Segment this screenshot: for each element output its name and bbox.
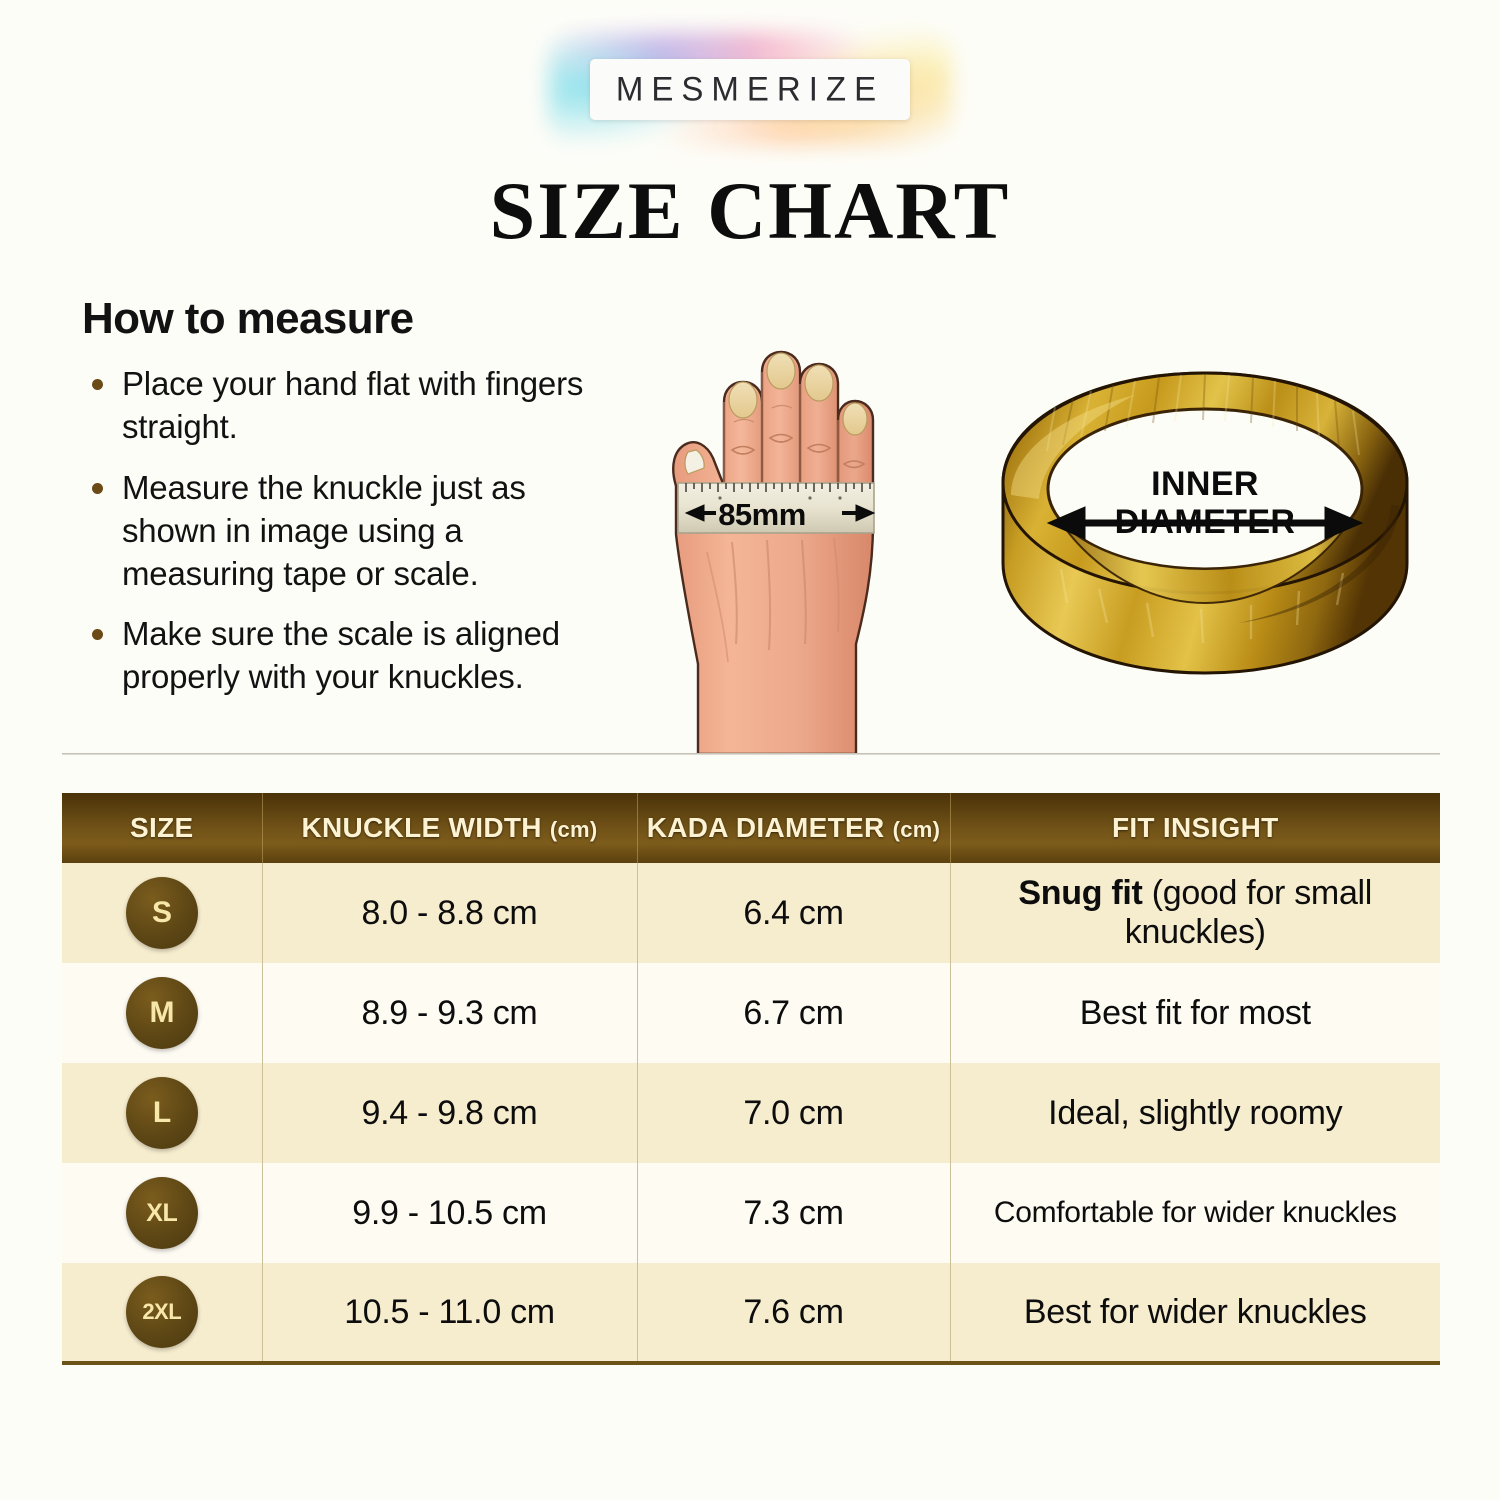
size-chart-table: SIZE KNUCKLE WIDTH (cm) KADA DIAMETER (c… [62, 793, 1440, 1365]
size-cell: L [62, 1063, 263, 1163]
fit-insight-cell: Snug fit (good for small knuckles) [950, 863, 1440, 963]
table-row: M 8.9 - 9.3 cm 6.7 cm Best fit for most [62, 963, 1440, 1063]
column-header-kada-diameter: KADA DIAMETER (cm) [637, 793, 951, 863]
size-badge: M [125, 977, 198, 1049]
fit-insight-rest: Ideal, slightly roomy [1048, 1093, 1343, 1132]
brand-logo: MESMERIZE [548, 32, 952, 146]
list-item: Make sure the scale is aligned properly … [82, 613, 612, 699]
measuring-tape-icon [677, 482, 875, 534]
table-header-row: SIZE KNUCKLE WIDTH (cm) KADA DIAMETER (c… [62, 793, 1440, 863]
kada-diameter-cell: 7.3 cm [637, 1163, 951, 1263]
how-to-measure-section: How to measure Place your hand flat with… [82, 297, 612, 717]
kada-diameter-cell: 6.4 cm [637, 863, 951, 963]
knuckle-width-cell: 9.9 - 10.5 cm [262, 1163, 638, 1263]
how-to-measure-heading: How to measure [82, 294, 414, 343]
bullet-dot-icon [92, 629, 103, 641]
knuckle-width-cell: 8.9 - 9.3 cm [262, 963, 638, 1063]
kada-diameter-cell: 7.6 cm [637, 1263, 951, 1365]
size-badge: S [125, 877, 198, 949]
fit-insight-strong: Snug fit [1018, 874, 1143, 912]
fit-insight-rest: Best for wider knuckles [1023, 1292, 1367, 1331]
fit-insight-rest: Best fit for most [1079, 993, 1311, 1032]
logo-card: MESMERIZE [589, 58, 911, 120]
list-item: Measure the knuckle just as shown in ima… [82, 467, 612, 596]
column-header-size: SIZE [62, 793, 263, 863]
bullet-dot-icon [92, 379, 103, 390]
page-title: SIZE CHART [489, 165, 1011, 256]
fit-insight-cell: Best fit for most [950, 963, 1440, 1063]
list-item: Place your hand flat with fingers straig… [82, 363, 612, 449]
hand-icon [672, 350, 876, 754]
knuckle-width-cell: 9.4 - 9.8 cm [262, 1063, 638, 1163]
kada-diameter-cell: 6.7 cm [637, 963, 951, 1063]
column-header-fit-insight: FIT INSIGHT [950, 793, 1440, 863]
table-row: S 8.0 - 8.8 cm 6.4 cm Snug fit (good for… [62, 863, 1440, 963]
size-cell: XL [62, 1163, 263, 1263]
kada-illustration: INNER DIAMETER [995, 355, 1415, 735]
size-badge: L [125, 1077, 198, 1149]
list-item-text: Make sure the scale is aligned properly … [122, 615, 560, 696]
how-to-measure-list: Place your hand flat with fingers straig… [82, 363, 612, 699]
table-row: 2XL 10.5 - 11.0 cm 7.6 cm Best for wider… [62, 1263, 1440, 1365]
table-row: XL 9.9 - 10.5 cm 7.3 cm Comfortable for … [62, 1163, 1440, 1263]
knuckle-width-cell: 10.5 - 11.0 cm [262, 1263, 638, 1365]
inner-diameter-arrow-icon [1046, 506, 1364, 540]
table-row: L 9.4 - 9.8 cm 7.0 cm Ideal, slightly ro… [62, 1063, 1440, 1163]
list-item-text: Measure the knuckle just as shown in ima… [122, 468, 526, 592]
kada-diameter-cell: 7.0 cm [637, 1063, 951, 1163]
hand-measurement-illustration: 85mm [612, 272, 912, 754]
dimension-arrow-icon [684, 504, 876, 522]
size-badge: 2XL [125, 1276, 198, 1348]
size-cell: 2XL [62, 1263, 263, 1365]
fit-insight-rest: Comfortable for wider knuckles [993, 1196, 1397, 1229]
section-divider [62, 753, 1440, 755]
fit-insight-rest: (good for small knuckles) [1124, 874, 1373, 951]
fit-insight-cell: Best for wider knuckles [950, 1263, 1440, 1365]
list-item-text: Place your hand flat with fingers straig… [122, 365, 584, 445]
size-badge: XL [125, 1177, 198, 1249]
logo-text: MESMERIZE [615, 68, 885, 108]
column-header-knuckle-width: KNUCKLE WIDTH (cm) [262, 793, 638, 863]
bullet-dot-icon [92, 482, 103, 494]
size-cell: M [62, 963, 263, 1063]
gold-bangle-icon [1001, 371, 1409, 675]
fit-insight-cell: Ideal, slightly roomy [950, 1063, 1440, 1163]
fit-insight-cell: Comfortable for wider knuckles [950, 1163, 1440, 1263]
size-cell: S [62, 863, 263, 963]
knuckle-width-cell: 8.0 - 8.8 cm [262, 863, 638, 963]
